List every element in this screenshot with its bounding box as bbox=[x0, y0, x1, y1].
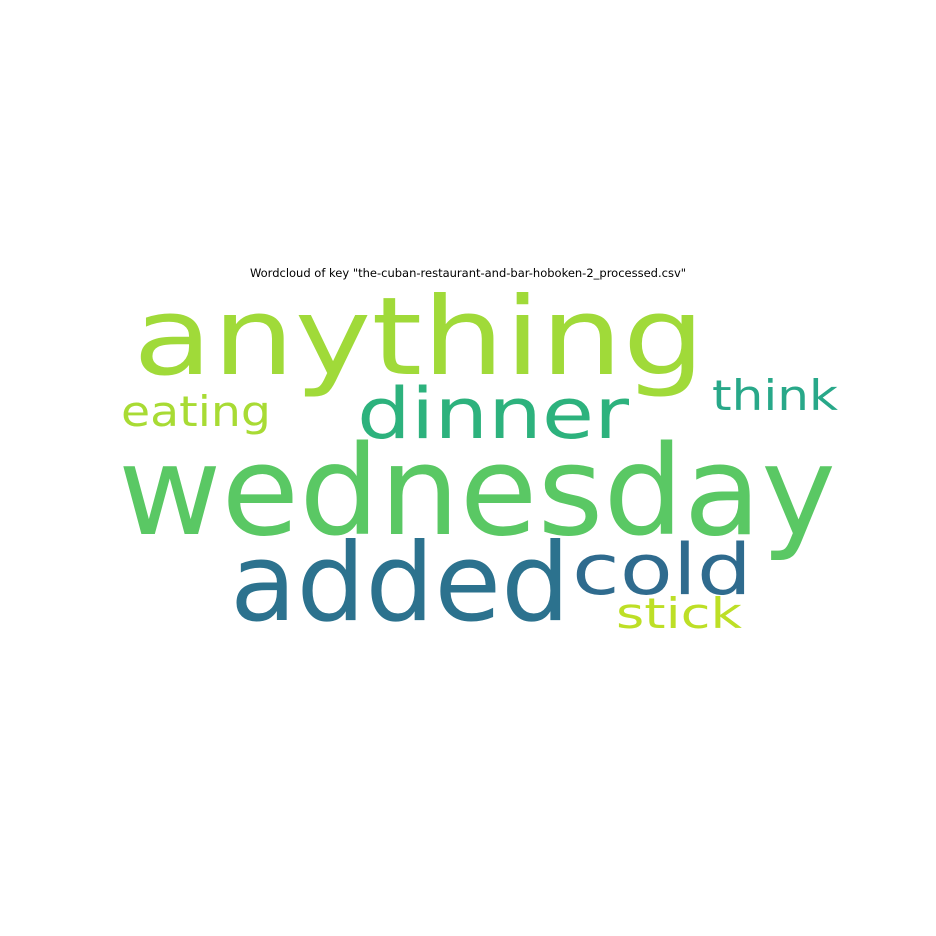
word-think: think bbox=[712, 371, 839, 420]
word-eating: eating bbox=[121, 387, 271, 436]
chart-title: Wordcloud of key "the-cuban-restaurant-a… bbox=[249, 266, 687, 280]
word-anything: anything bbox=[133, 275, 705, 400]
word-stick: stick bbox=[616, 589, 743, 638]
word-dinner: dinner bbox=[357, 373, 629, 455]
word-added: added bbox=[230, 521, 570, 646]
word-cold: cold bbox=[572, 529, 752, 611]
word-wednesday: wednesday bbox=[118, 420, 836, 564]
